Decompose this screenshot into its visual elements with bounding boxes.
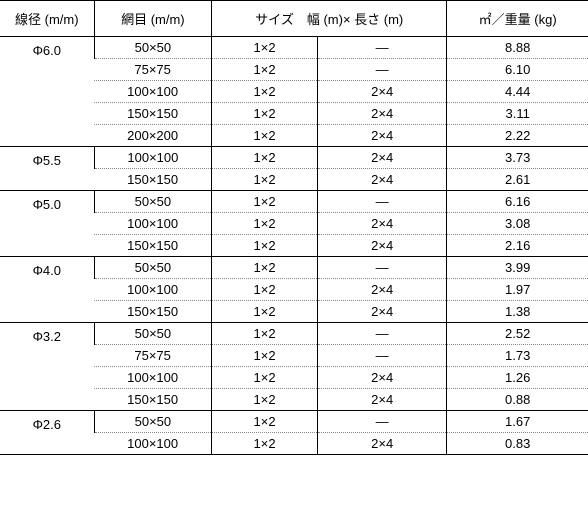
size2-cell: 2×4 [318,169,447,191]
weight-cell: 1.26 [447,367,588,389]
size2-cell: 2×4 [318,125,447,147]
size1-cell: 1×2 [212,257,318,279]
size1-cell: 1×2 [212,301,318,323]
mesh-cell: 150×150 [94,301,212,323]
mesh-cell: 50×50 [94,37,212,59]
size1-cell: 1×2 [212,103,318,125]
mesh-cell: 100×100 [94,81,212,103]
size2-cell: 2×4 [318,367,447,389]
size1-cell: 1×2 [212,367,318,389]
size1-cell: 1×2 [212,59,318,81]
header-weight: ㎡／重量 (kg) [447,1,588,37]
mesh-cell: 150×150 [94,389,212,411]
size1-cell: 1×2 [212,125,318,147]
size2-cell: 2×4 [318,103,447,125]
size2-cell: — [318,345,447,367]
size1-cell: 1×2 [212,389,318,411]
size2-cell: 2×4 [318,389,447,411]
size2-cell: 2×4 [318,147,447,169]
mesh-cell: 100×100 [94,213,212,235]
size2-cell: — [318,191,447,213]
weight-cell: 2.16 [447,235,588,257]
weight-cell: 4.44 [447,81,588,103]
size2-cell: 2×4 [318,213,447,235]
header-size: サイズ 幅 (m)× 長さ (m) [212,1,447,37]
size2-cell: 2×4 [318,279,447,301]
mesh-cell: 100×100 [94,279,212,301]
mesh-cell: 50×50 [94,411,212,433]
weight-cell: 1.38 [447,301,588,323]
weight-cell: 3.73 [447,147,588,169]
diameter-cell: Φ6.0 [0,37,94,147]
spec-table: 線径 (m/m) 網目 (m/m) サイズ 幅 (m)× 長さ (m) ㎡／重量… [0,0,588,455]
size1-cell: 1×2 [212,81,318,103]
weight-cell: 2.22 [447,125,588,147]
header-mesh: 網目 (m/m) [94,1,212,37]
weight-cell: 0.83 [447,433,588,455]
size2-cell: — [318,59,447,81]
weight-cell: 1.97 [447,279,588,301]
weight-cell: 3.99 [447,257,588,279]
diameter-cell: Φ5.5 [0,147,94,191]
size1-cell: 1×2 [212,433,318,455]
mesh-cell: 150×150 [94,103,212,125]
mesh-cell: 100×100 [94,367,212,389]
size1-cell: 1×2 [212,147,318,169]
size2-cell: — [318,37,447,59]
mesh-cell: 150×150 [94,169,212,191]
mesh-cell: 50×50 [94,257,212,279]
size2-cell: 2×4 [318,235,447,257]
size1-cell: 1×2 [212,169,318,191]
header-row: 線径 (m/m) 網目 (m/m) サイズ 幅 (m)× 長さ (m) ㎡／重量… [0,1,588,37]
weight-cell: 1.73 [447,345,588,367]
weight-cell: 0.88 [447,389,588,411]
weight-cell: 3.08 [447,213,588,235]
diameter-cell: Φ2.6 [0,411,94,455]
size1-cell: 1×2 [212,323,318,345]
mesh-cell: 75×75 [94,345,212,367]
mesh-cell: 150×150 [94,235,212,257]
mesh-cell: 100×100 [94,433,212,455]
size2-cell: 2×4 [318,81,447,103]
weight-cell: 2.52 [447,323,588,345]
size2-cell: — [318,411,447,433]
table-body: Φ6.050×501×2—8.8875×751×2—6.10100×1001×2… [0,37,588,455]
size2-cell: 2×4 [318,301,447,323]
size1-cell: 1×2 [212,191,318,213]
size2-cell: — [318,257,447,279]
mesh-cell: 75×75 [94,59,212,81]
size1-cell: 1×2 [212,345,318,367]
header-diameter: 線径 (m/m) [0,1,94,37]
weight-cell: 8.88 [447,37,588,59]
weight-cell: 6.10 [447,59,588,81]
table-row: Φ4.050×501×2—3.99 [0,257,588,279]
weight-cell: 2.61 [447,169,588,191]
size1-cell: 1×2 [212,235,318,257]
size1-cell: 1×2 [212,37,318,59]
diameter-cell: Φ4.0 [0,257,94,323]
mesh-cell: 200×200 [94,125,212,147]
weight-cell: 3.11 [447,103,588,125]
table-row: Φ5.050×501×2—6.16 [0,191,588,213]
table-row: Φ3.250×501×2—2.52 [0,323,588,345]
size1-cell: 1×2 [212,213,318,235]
weight-cell: 1.67 [447,411,588,433]
table-row: Φ6.050×501×2—8.88 [0,37,588,59]
diameter-cell: Φ3.2 [0,323,94,411]
mesh-cell: 100×100 [94,147,212,169]
spec-table-wrap: 線径 (m/m) 網目 (m/m) サイズ 幅 (m)× 長さ (m) ㎡／重量… [0,0,588,455]
weight-cell: 6.16 [447,191,588,213]
table-row: Φ5.5100×1001×22×43.73 [0,147,588,169]
size1-cell: 1×2 [212,279,318,301]
diameter-cell: Φ5.0 [0,191,94,257]
mesh-cell: 50×50 [94,191,212,213]
mesh-cell: 50×50 [94,323,212,345]
size2-cell: 2×4 [318,433,447,455]
table-row: Φ2.650×501×2—1.67 [0,411,588,433]
size2-cell: — [318,323,447,345]
size1-cell: 1×2 [212,411,318,433]
